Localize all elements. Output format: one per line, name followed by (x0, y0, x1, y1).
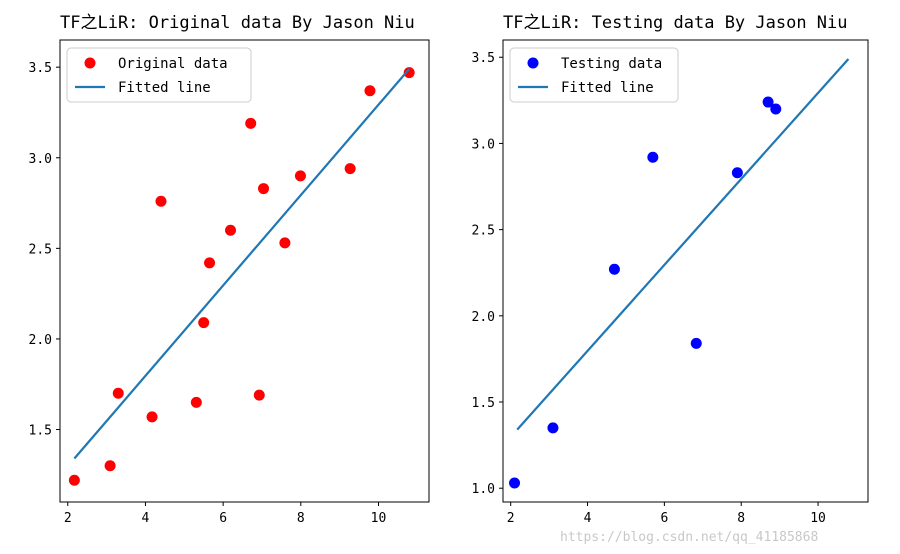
plot-frame (59, 39, 430, 503)
data-point (245, 117, 257, 129)
legend: Original data Fitted line (66, 47, 252, 103)
x-tick-label: 6 (219, 511, 227, 526)
chart-title: TF之LiR: Testing data By Jason Niu (503, 13, 848, 33)
data-point (258, 183, 270, 195)
data-point (253, 389, 265, 401)
fitted-line (73, 68, 411, 460)
data-point (344, 163, 356, 175)
data-point (770, 103, 782, 115)
fitted-line (516, 58, 850, 431)
series-fitted-line (73, 68, 411, 460)
y-tick-label: 2.5 (472, 224, 495, 239)
y-tick-label: 3.5 (29, 61, 52, 76)
data-point (294, 170, 306, 182)
data-point (204, 257, 216, 269)
x-tick-label: 8 (297, 511, 305, 526)
y-tick-label: 2.5 (29, 242, 52, 257)
data-point (608, 263, 620, 275)
chart-testing-data: TF之LiR: Testing data By Jason Niu 2 4 6 8 10 1… (472, 13, 869, 526)
legend-marker-scatter (527, 57, 539, 69)
data-point (403, 67, 415, 79)
x-tick-label: 6 (660, 511, 668, 526)
data-point (146, 411, 158, 423)
legend-label-line: Fitted line (561, 80, 654, 96)
x-tick-label: 10 (810, 511, 826, 526)
x-tick-label: 4 (584, 511, 592, 526)
legend-label-scatter: Original data (118, 56, 228, 72)
legend-box (509, 47, 679, 103)
data-point (155, 195, 167, 207)
x-tick-label: 2 (64, 511, 72, 526)
legend-label-scatter: Testing data (561, 56, 662, 72)
legend-label-line: Fitted line (118, 80, 211, 96)
y-tick-label: 2.0 (29, 333, 52, 348)
data-point (225, 224, 237, 236)
data-point (762, 96, 774, 108)
data-point (731, 167, 743, 179)
data-point (68, 474, 80, 486)
y-tick-label: 1.5 (472, 396, 495, 411)
series-fitted-line (516, 58, 850, 431)
data-point (690, 337, 702, 349)
data-point (190, 396, 202, 408)
plot-frame (502, 39, 869, 503)
data-point (198, 317, 210, 329)
data-point (112, 387, 124, 399)
y-tick-label: 3.0 (472, 137, 495, 152)
y-tick-label: 2.0 (472, 310, 495, 325)
series-scatter-points (68, 67, 415, 486)
data-point (279, 237, 291, 249)
data-point (647, 151, 659, 163)
legend: Testing data Fitted line (509, 47, 679, 103)
y-tick-label: 1.0 (472, 482, 495, 497)
x-tick-label: 2 (507, 511, 515, 526)
watermark-text: https://blog.csdn.net/qq_41185868 (560, 530, 818, 545)
legend-box (66, 47, 252, 103)
x-tick-label: 10 (371, 511, 387, 526)
y-tick-label: 3.5 (472, 51, 495, 66)
y-tick-label: 3.0 (29, 152, 52, 167)
x-tick-label: 8 (737, 511, 745, 526)
legend-marker-scatter (84, 57, 96, 69)
chart-title: TF之LiR: Original data By Jason Niu (60, 13, 415, 33)
data-point (104, 460, 116, 472)
series-scatter-points (509, 96, 782, 489)
data-point (364, 85, 376, 97)
chart-original-data: TF之LiR: Original data By Jason Niu 2 4 6 8 10… (29, 13, 430, 526)
x-tick-label: 4 (142, 511, 150, 526)
y-tick-label: 1.5 (29, 424, 52, 439)
data-point (547, 422, 559, 434)
data-point (509, 477, 521, 489)
